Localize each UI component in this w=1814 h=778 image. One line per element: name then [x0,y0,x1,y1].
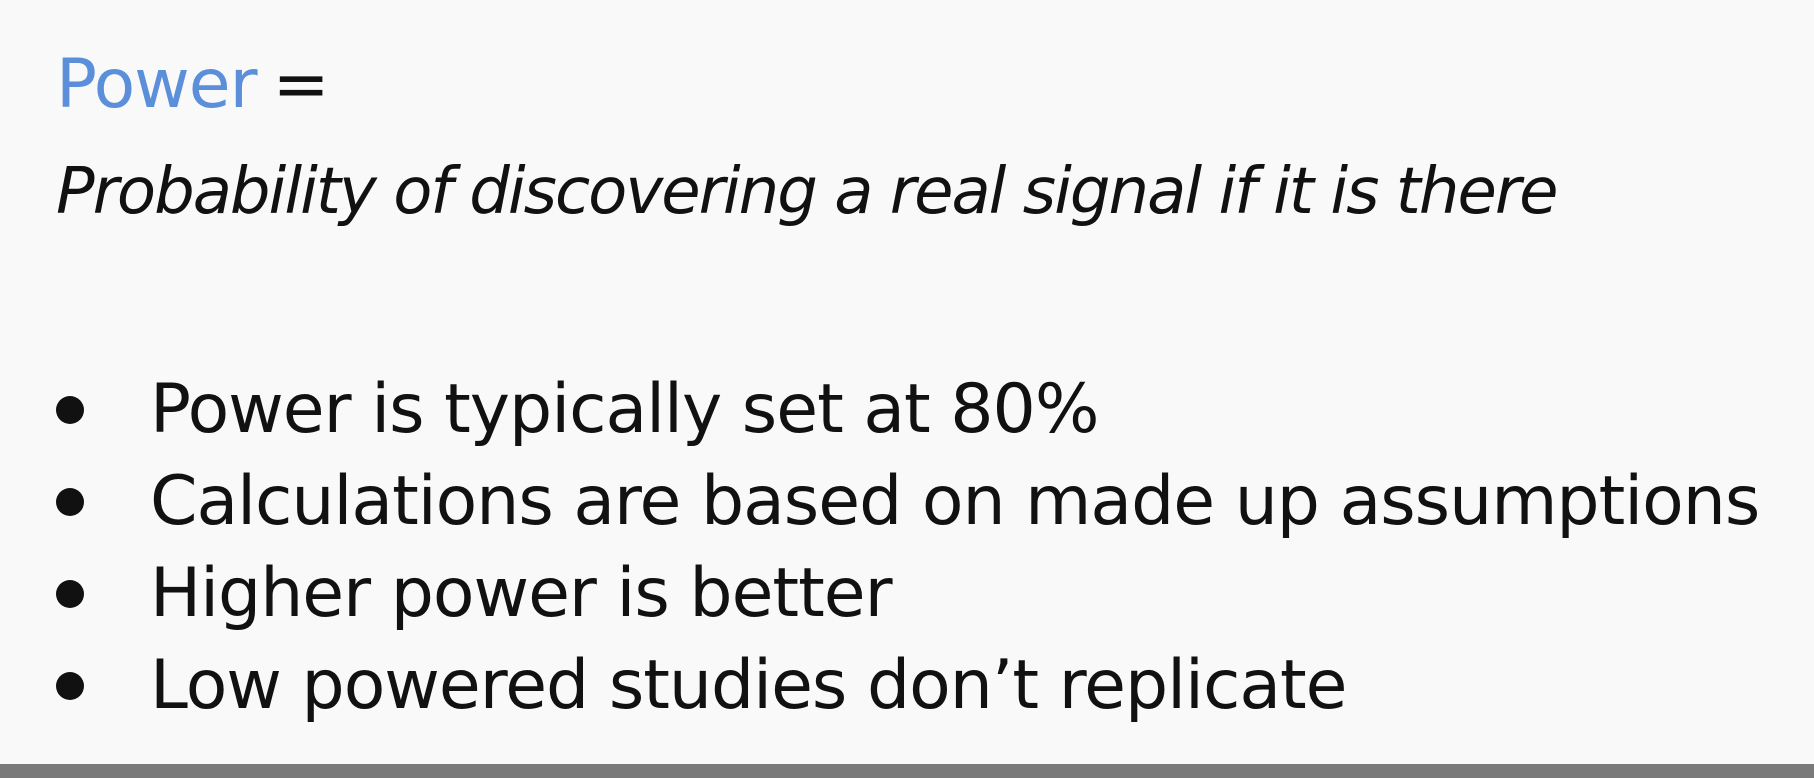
definition-text: Probability of discovering a real signal… [56,155,1558,229]
heading-term: Power [56,45,258,124]
heading-equals: = [272,45,330,124]
bullet-item: Power is typically set at 80% [56,364,1759,456]
bottom-bar [0,764,1814,778]
bullet-dot-icon [56,396,84,424]
bullet-text: Power is typically set at 80% [150,370,1099,449]
bullet-dot-icon [56,488,84,516]
bullet-dot-icon [56,672,84,700]
bullet-list: Power is typically set at 80% Calculatio… [56,364,1760,732]
bullet-text: Higher power is better [150,554,893,633]
bullet-text: Calculations are based on made up assump… [150,462,1760,541]
bullet-dot-icon [56,580,84,608]
bullet-item: Calculations are based on made up assump… [56,456,1760,548]
bullet-text: Low powered studies don’t replicate [150,646,1348,725]
bullet-item: Low powered studies don’t replicate [56,640,1759,732]
bullet-item: Higher power is better [56,548,1759,640]
slide-heading: Power = [56,40,330,130]
